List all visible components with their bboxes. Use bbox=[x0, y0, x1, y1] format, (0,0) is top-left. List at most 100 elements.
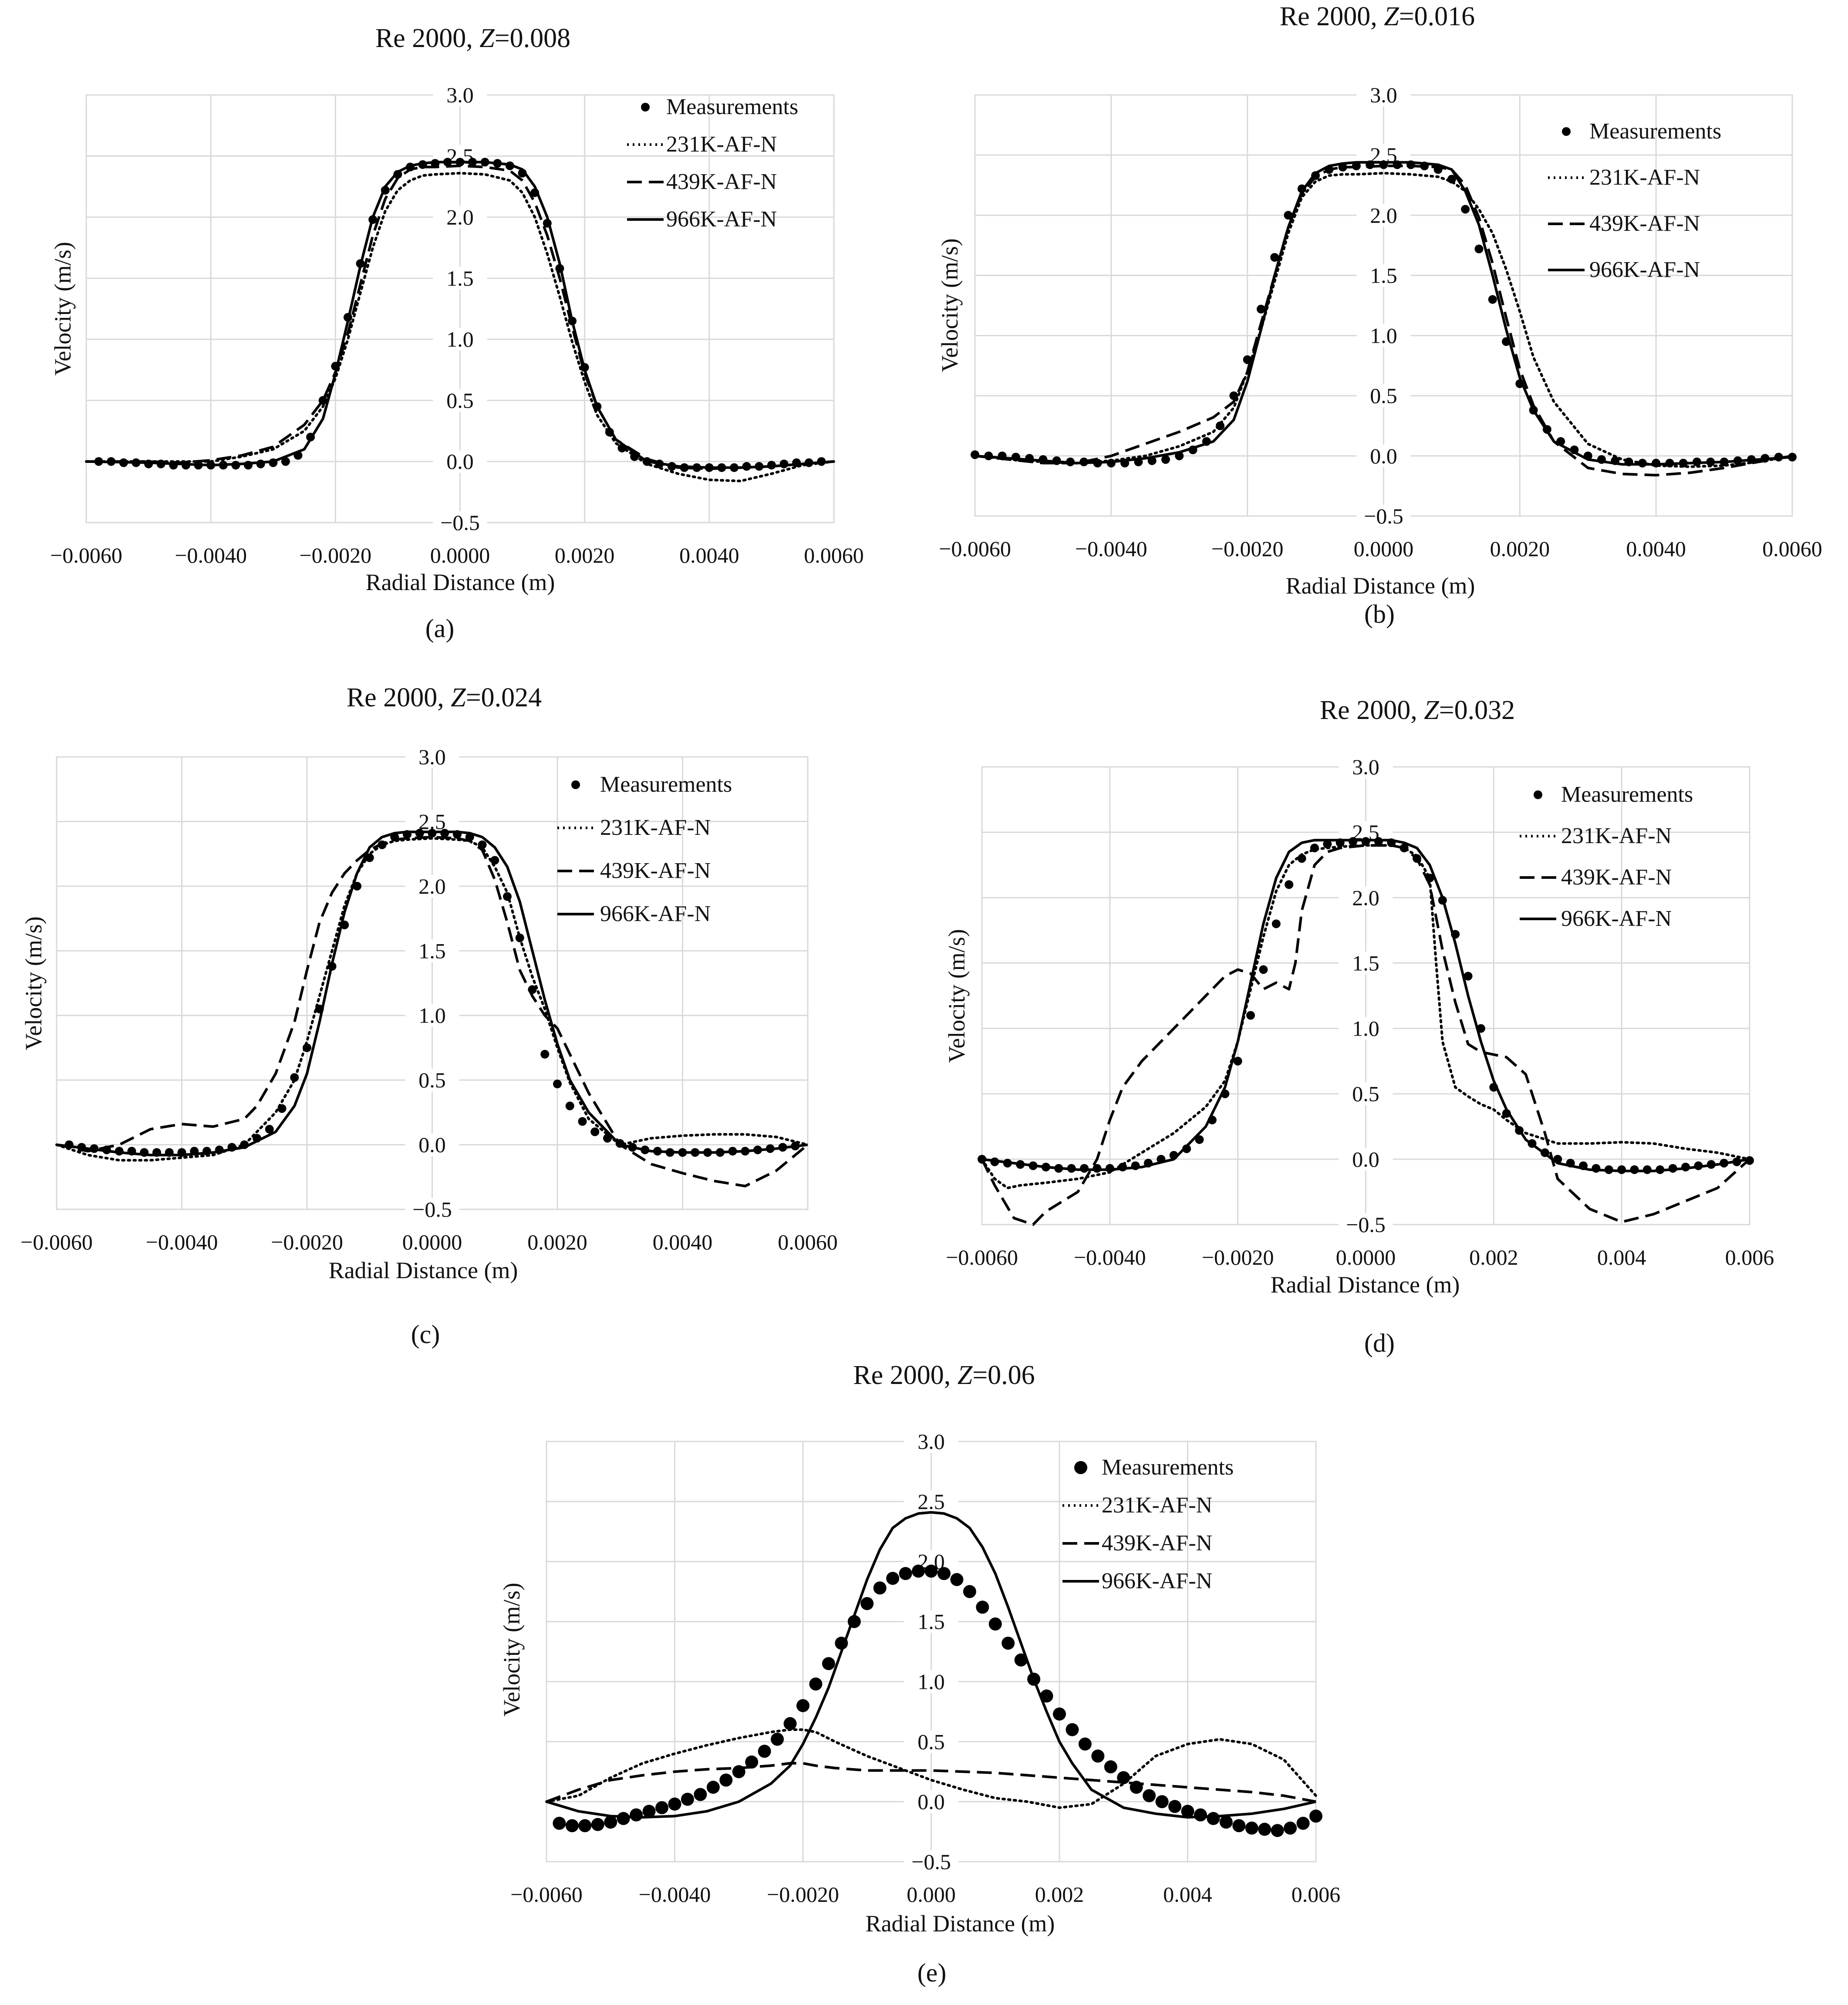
x-tick-label: 0.006 bbox=[1292, 1882, 1341, 1907]
measurement-point bbox=[1219, 1816, 1233, 1829]
measurement-point bbox=[1233, 1057, 1242, 1066]
measurement-point bbox=[1259, 965, 1268, 974]
measurement-point bbox=[745, 1755, 759, 1769]
measurement-point bbox=[1168, 1800, 1182, 1813]
y-tick-bg bbox=[904, 1430, 958, 1453]
measurement-point bbox=[694, 1788, 707, 1801]
series-line-966K-AF-N bbox=[56, 830, 808, 1157]
subfigure-label: (a) bbox=[425, 614, 455, 643]
x-tick-label: −0.0040 bbox=[146, 1230, 218, 1254]
y-tick-bg bbox=[433, 328, 487, 351]
series-line-966K-AF-N bbox=[975, 161, 1793, 466]
y-tick-bg bbox=[405, 746, 459, 768]
y-tick-label: 2.0 bbox=[1352, 885, 1379, 910]
legend-label: 439K-AF-N bbox=[600, 858, 711, 883]
legend-label: Measurements bbox=[666, 95, 798, 119]
x-tick-label: −0.0020 bbox=[1211, 537, 1284, 561]
x-tick-label: −0.0060 bbox=[50, 543, 122, 567]
subfigure-label: (b) bbox=[1364, 600, 1395, 628]
x-tick-label: −0.0020 bbox=[767, 1882, 839, 1907]
y-tick-label: 3.0 bbox=[917, 1429, 945, 1454]
y-tick-label: 0.5 bbox=[446, 388, 474, 412]
y-tick-bg bbox=[904, 1850, 958, 1873]
measurement-point bbox=[1155, 1795, 1169, 1809]
chart-panel-a: −0.50.00.51.01.52.02.53.0−0.0060 −0.0040−… bbox=[50, 24, 864, 643]
y-tick-bg bbox=[433, 267, 487, 290]
measurement-point bbox=[1630, 1165, 1639, 1174]
y-tick-bg bbox=[1356, 505, 1411, 527]
measurement-point bbox=[490, 856, 499, 865]
series-line-966K-AF-N bbox=[981, 839, 1750, 1172]
y-tick-label: 1.0 bbox=[917, 1669, 945, 1694]
chart-panel-c: −0.50.00.51.01.52.02.53.0−0.0060 −0.0040−… bbox=[20, 683, 838, 1349]
measurement-point bbox=[1642, 1165, 1652, 1174]
measurement-point bbox=[655, 1801, 669, 1814]
measurement-point bbox=[1245, 1821, 1258, 1835]
series-line-966K-AF-N bbox=[546, 1511, 1316, 1819]
measurement-point bbox=[1181, 1805, 1194, 1818]
y-tick-bg bbox=[1356, 264, 1411, 287]
legend-marker bbox=[1074, 1461, 1087, 1474]
measurement-point bbox=[1271, 919, 1281, 928]
y-tick-label: 2.0 bbox=[1370, 203, 1397, 227]
y-tick-bg bbox=[405, 1198, 459, 1221]
y-tick-bg bbox=[1356, 444, 1411, 467]
y-tick-bg bbox=[904, 1610, 958, 1633]
legend-label: Measurements bbox=[600, 772, 732, 797]
legend-label: 231K-AF-N bbox=[600, 815, 711, 840]
x-axis-label: Radial Distance (m) bbox=[366, 569, 555, 595]
y-tick-label: 0.0 bbox=[1370, 444, 1397, 468]
y-tick-bg bbox=[405, 939, 459, 962]
chart-title: Re 2000, Z=0.008 bbox=[375, 24, 570, 53]
measurement-point bbox=[822, 1657, 835, 1671]
y-tick-bg bbox=[405, 1133, 459, 1156]
legend-marker bbox=[641, 103, 650, 111]
y-axis-label: Velocity (m/s) bbox=[944, 929, 970, 1063]
y-axis-label: Velocity (m/s) bbox=[499, 1583, 525, 1716]
measurement-point bbox=[1194, 1808, 1207, 1822]
y-tick-bg bbox=[904, 1490, 958, 1513]
legend-label: Measurements bbox=[1561, 782, 1693, 807]
x-tick-label: 0.0020 bbox=[527, 1230, 587, 1254]
x-tick-label: 0.0020 bbox=[555, 543, 615, 567]
y-tick-label: 1.5 bbox=[446, 266, 474, 290]
legend-label: 439K-AF-N bbox=[1102, 1531, 1212, 1556]
legend-label: 231K-AF-N bbox=[666, 132, 777, 157]
measurement-point bbox=[1474, 244, 1484, 253]
y-tick-label: 1.5 bbox=[418, 938, 446, 963]
y-tick-label: 0.0 bbox=[1352, 1147, 1379, 1171]
measurement-point bbox=[578, 1117, 587, 1126]
measurement-point bbox=[860, 1597, 874, 1610]
series-line-439K-AF-N bbox=[546, 1762, 1316, 1803]
y-tick-label: 1.5 bbox=[917, 1610, 945, 1634]
series-line-439K-AF-N bbox=[56, 836, 809, 1188]
chart-panel-b: −0.50.00.51.01.52.02.53.0−0.0060 −0.0040−… bbox=[937, 2, 1822, 628]
subfigure-label: (c) bbox=[411, 1320, 440, 1349]
y-tick-label: 2.5 bbox=[917, 1489, 945, 1514]
measurement-point bbox=[1143, 1789, 1156, 1802]
measurement-point bbox=[1195, 1135, 1204, 1144]
measurement-point bbox=[1258, 1823, 1271, 1836]
measurement-point bbox=[642, 1805, 656, 1818]
measurement-point bbox=[1256, 304, 1265, 314]
measurement-point bbox=[1002, 1637, 1015, 1650]
x-tick-label: 0.000 bbox=[907, 1882, 956, 1907]
measurement-point bbox=[617, 1812, 630, 1825]
subfigure-label: (e) bbox=[917, 1958, 947, 1987]
x-tick-label: −0.0020 bbox=[271, 1230, 343, 1254]
legend-label: 231K-AF-N bbox=[1102, 1493, 1212, 1518]
legend-label: Measurements bbox=[1102, 1455, 1234, 1480]
legend-label: 439K-AF-N bbox=[666, 169, 777, 194]
measurement-point bbox=[886, 1572, 900, 1585]
series-line-231K-AF-N bbox=[545, 1728, 1317, 1809]
y-tick-bg bbox=[904, 1790, 958, 1813]
x-tick-label: −0.0040 bbox=[639, 1882, 711, 1907]
measurement-point bbox=[630, 1808, 643, 1822]
x-tick-label: −0.0020 bbox=[299, 543, 371, 567]
measurement-point bbox=[1592, 1164, 1601, 1173]
measurement-point bbox=[758, 1745, 771, 1758]
chart-title: Re 2000, Z=0.032 bbox=[1320, 695, 1515, 725]
measurement-point bbox=[706, 1781, 720, 1794]
y-axis-label: Velocity (m/s) bbox=[20, 916, 47, 1050]
